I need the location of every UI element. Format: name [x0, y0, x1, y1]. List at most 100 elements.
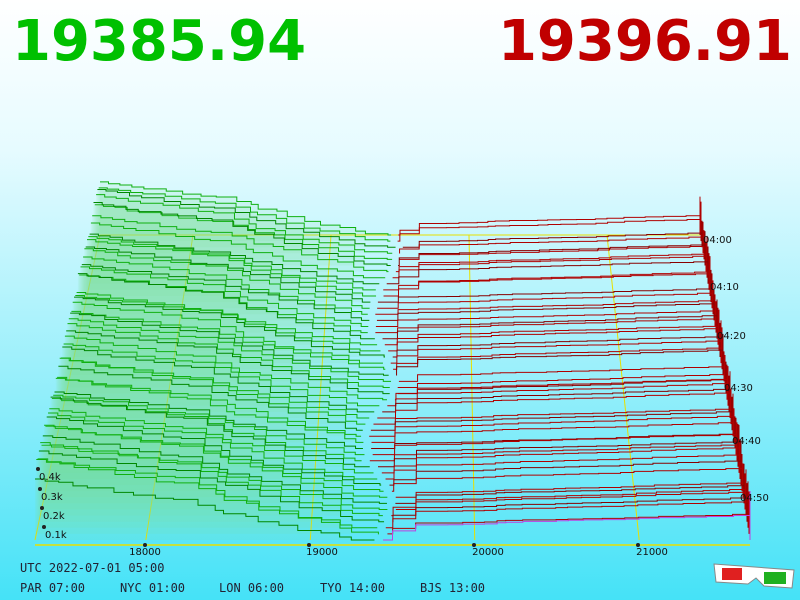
bid-fill: [93, 202, 391, 266]
ask-depth-line: [373, 388, 732, 425]
time-tick: 04:50: [740, 493, 769, 504]
ask-depth-line: [385, 481, 749, 529]
bid-depth-line: [93, 202, 391, 266]
bid-depth-line: [89, 233, 380, 285]
ask-depth-line: [392, 483, 748, 523]
bid-depth-line: [35, 478, 375, 541]
bid-fill: [42, 435, 387, 504]
bid-depth-line: [97, 189, 396, 248]
bid-depth-line: [37, 458, 378, 529]
tick: [307, 543, 311, 547]
ask-depth-line: [369, 422, 738, 462]
bid-fill: [67, 323, 390, 388]
bid-depth-line: [83, 256, 368, 315]
ask-depth-line: [375, 301, 717, 334]
bid-depth-line: [58, 365, 363, 431]
ask-depth-line: [377, 371, 731, 419]
bid-depth-line: [71, 310, 386, 370]
tick: [40, 506, 44, 510]
bid-fill: [41, 445, 388, 510]
bid-depth-line: [79, 274, 368, 334]
ask-depth-line: [395, 473, 746, 510]
bid-depth-line: [98, 187, 391, 242]
ask-depth-line: [371, 408, 735, 443]
time-tick: 04:20: [717, 331, 746, 342]
ask-depth-line: [369, 393, 734, 437]
zone-time: PAR 07:00: [20, 581, 85, 595]
ask-depth-line: [385, 439, 741, 480]
bid-depth-line: [64, 335, 387, 401]
bid-depth-line: [94, 204, 393, 260]
ask-depth-line: [395, 463, 744, 498]
bid-fill: [75, 295, 381, 351]
bid-price: 19385.94: [12, 9, 306, 74]
ask-depth-line: [382, 299, 718, 340]
ask-depth-line: [370, 396, 733, 431]
ask-depth-line: [398, 196, 701, 236]
ask-depth-line: [392, 322, 721, 358]
grid-line: [145, 234, 194, 541]
bid-depth-line: [68, 318, 392, 382]
ask-depth-line: [397, 201, 702, 242]
zone-time: LON 06:00: [219, 581, 284, 595]
ask-depth-line: [398, 231, 706, 266]
tick: [38, 487, 42, 491]
depth-tick: 0.4k: [39, 472, 61, 483]
ask-depth-line: [378, 424, 739, 468]
bid-depth-line: [55, 377, 364, 443]
bid-fill: [96, 194, 393, 254]
bid-depth-line: [88, 236, 376, 291]
bid-depth-line: [84, 248, 370, 309]
bid-depth-line: [80, 266, 369, 327]
bid-depth-line: [53, 394, 365, 456]
ask-depth-line: [399, 230, 705, 260]
depth-axis: 0.4k 0.3k 0.2k 0.1k: [36, 467, 67, 541]
bid-depth-line: [100, 181, 392, 236]
ask-depth-line: [383, 491, 751, 541]
bid-fill: [59, 358, 366, 425]
ask-depth-line: [383, 256, 711, 297]
ask-price: 19396.91: [498, 9, 792, 74]
ask-depth-line: [395, 463, 745, 504]
ask-depth-line: [384, 307, 719, 346]
ask-depth-line: [375, 280, 714, 315]
ask-depth-line: [396, 333, 724, 376]
bid-depth-line: [63, 343, 380, 407]
bid-fill: [71, 311, 386, 370]
bid-depth-line: [44, 424, 388, 498]
ask-depth-line: [398, 351, 725, 382]
bid-depth-line: [49, 408, 374, 474]
bid-fill: [38, 450, 385, 522]
bid-depth-line: [67, 323, 390, 388]
ask-depth-line: [387, 491, 750, 535]
3d-glasses-button[interactable]: [713, 563, 795, 589]
bid-fill: [50, 397, 370, 467]
zone-time: NYC 01:00: [120, 581, 185, 595]
depth-plot: [34, 181, 751, 541]
bid-depth-line: [50, 396, 370, 468]
lens-red: [722, 568, 742, 580]
grid-line: [34, 234, 101, 541]
tick: [36, 467, 40, 471]
bid-depth-line: [40, 442, 383, 517]
ask-depth-line: [376, 290, 715, 321]
bid-fill: [72, 302, 383, 364]
zone-time: BJS 13:00: [420, 581, 485, 595]
bid-fill: [40, 442, 383, 516]
bid-fill: [68, 318, 392, 382]
bid-depth-line: [57, 376, 362, 437]
bid-depth-line: [87, 239, 377, 297]
ask-depth-line: [377, 269, 712, 303]
bid-depth-line: [41, 444, 388, 510]
ask-depth-line: [375, 294, 716, 327]
bid-depth-line: [62, 346, 375, 413]
ask-depth-line: [372, 417, 737, 456]
time-tick: 04:10: [710, 282, 739, 293]
ask-depth-line: [399, 221, 704, 254]
ask-depth-line: [386, 246, 709, 285]
bid-depth-line: [38, 450, 385, 523]
bid-depth-line: [66, 330, 390, 395]
depth-tick: 0.3k: [41, 492, 63, 503]
bid-depth-line: [46, 416, 382, 486]
